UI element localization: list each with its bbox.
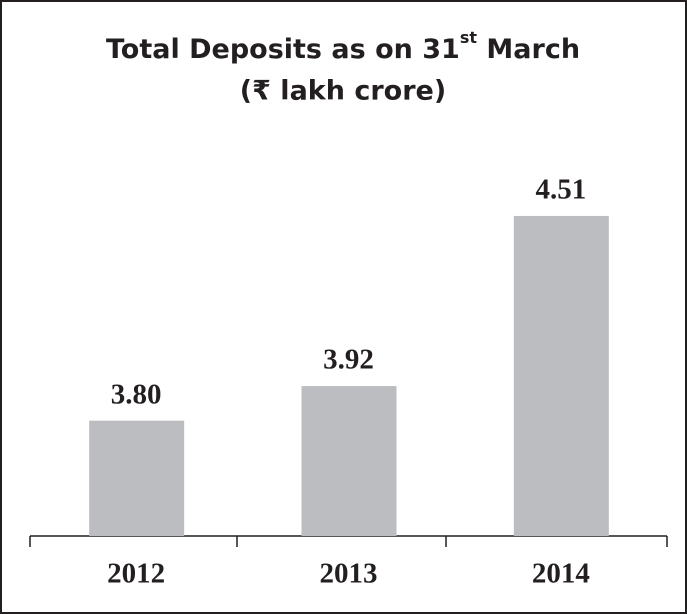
value-label: 4.51	[535, 174, 586, 206]
x-tick-label: 2012	[107, 558, 165, 590]
bar	[89, 420, 185, 536]
bar	[301, 386, 397, 536]
value-label: 3.80	[111, 378, 162, 410]
title-sup: st	[460, 28, 478, 47]
title-main: Total Deposits as on 31	[106, 34, 460, 65]
value-label: 3.92	[323, 344, 374, 376]
x-tick-label: 2013	[320, 558, 378, 590]
chart-title: Total Deposits as on 31st March	[106, 28, 580, 65]
chart-subtitle: (₹ lakh crore)	[240, 76, 446, 107]
x-tick-label: 2014	[532, 558, 590, 590]
bar	[513, 215, 609, 536]
title-end: March	[477, 34, 580, 65]
